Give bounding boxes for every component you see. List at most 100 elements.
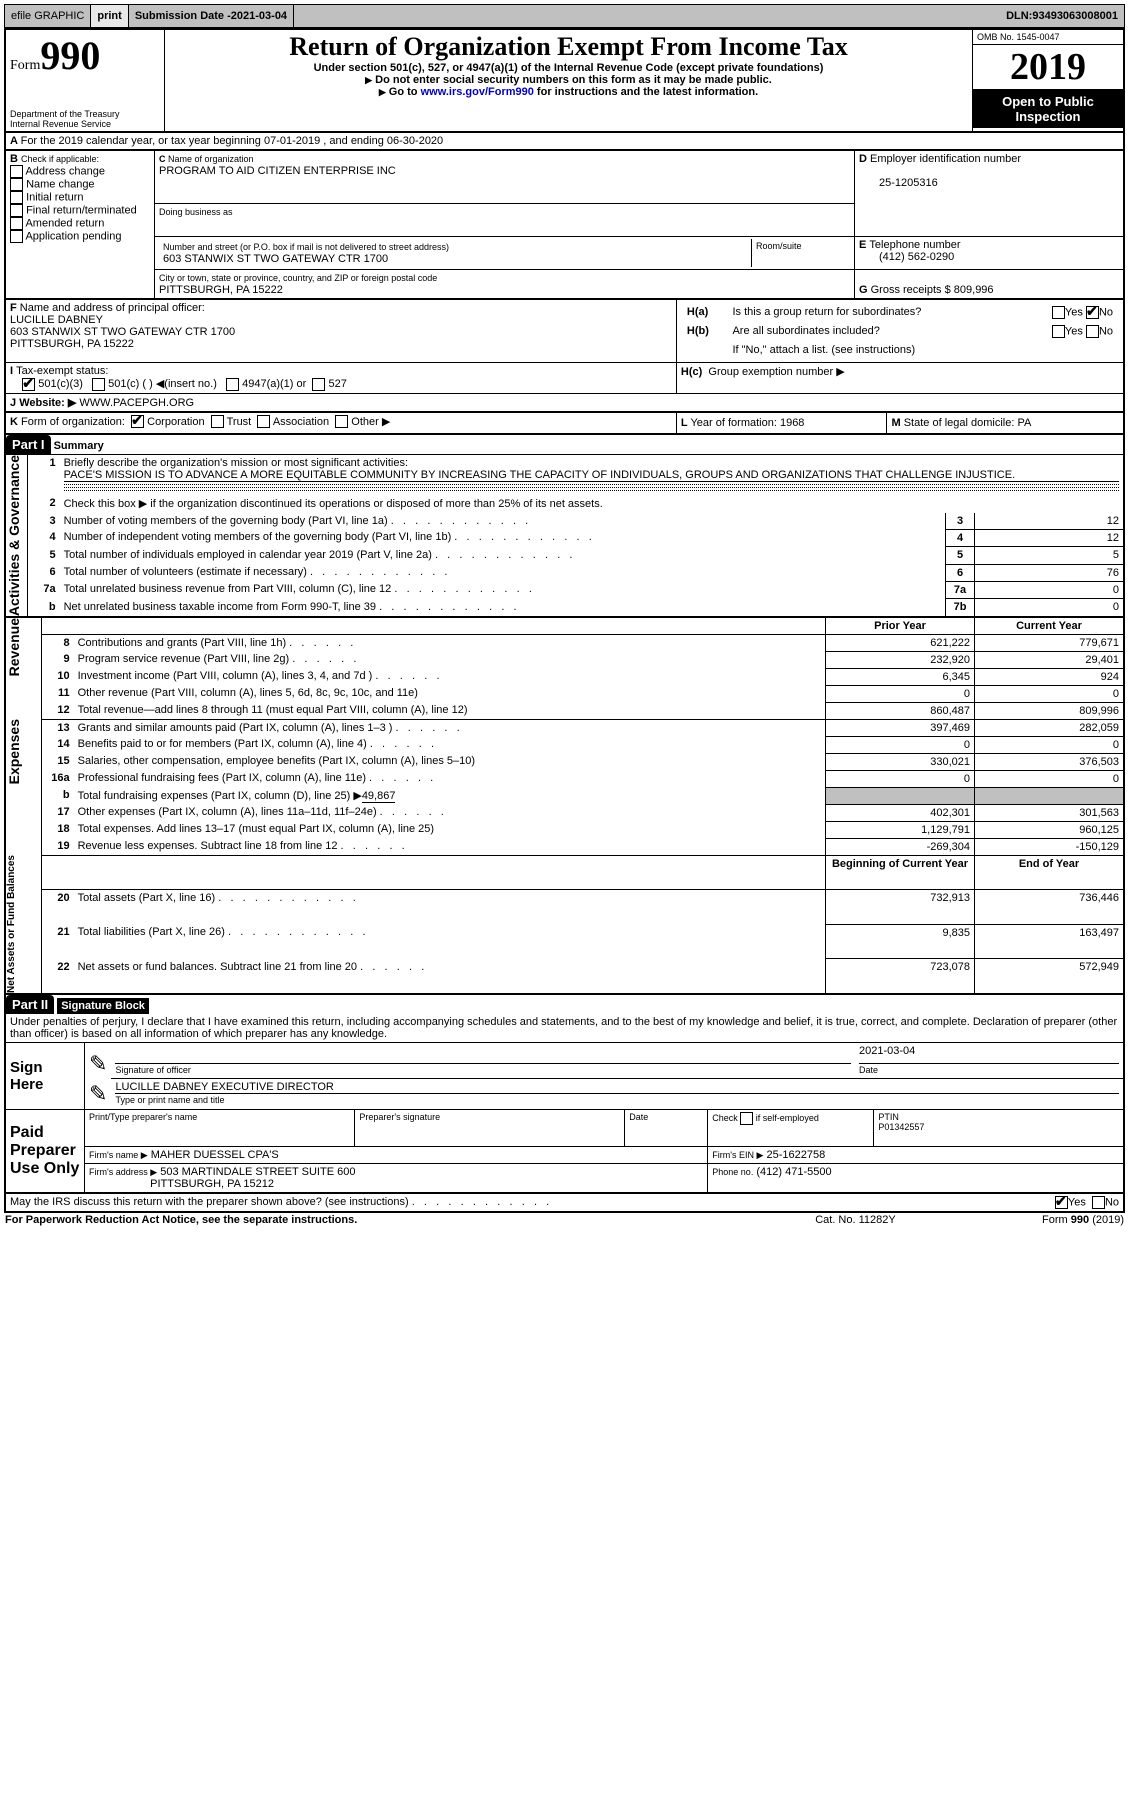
gov-row-3: Number of voting members of the governin… — [60, 513, 946, 530]
k-assoc[interactable]: Association — [273, 416, 329, 428]
line-1: Briefly describe the organization's miss… — [60, 454, 1124, 495]
exp-15: Salaries, other compensation, employee b… — [74, 753, 826, 770]
k-corp[interactable]: Corporation — [147, 416, 204, 428]
part2-title: Signature Block — [57, 998, 149, 1014]
gov-val-3: 12 — [975, 513, 1125, 530]
omb-number: OMB No. 1545-0047 — [973, 30, 1123, 45]
gross-label: Gross receipts $ — [871, 284, 951, 296]
footer-cat: Cat. No. 11282Y — [767, 1213, 945, 1227]
efile-label: efile GRAPHIC — [5, 5, 91, 27]
street-label: Number and street (or P.O. box if mail i… — [163, 242, 449, 252]
officer-name: LUCILLE DABNEY — [10, 314, 103, 326]
room-label: Room/suite — [752, 239, 851, 267]
line-2: Check this box ▶ if the organization dis… — [60, 495, 1124, 512]
col-bcy: Beginning of Current Year — [826, 855, 975, 890]
irs-label: Internal Revenue Service — [10, 119, 160, 129]
exp-14: Benefits paid to or for members (Part IX… — [74, 736, 826, 753]
subtitle-3: Go to www.irs.gov/Form990 for instructio… — [169, 86, 968, 98]
exp-16b: Total fundraising expenses (Part IX, col… — [74, 787, 826, 804]
sign-here: Sign Here — [10, 1059, 43, 1093]
city-label: City or town, state or province, country… — [159, 273, 437, 283]
firm-phone-label: Phone no. — [712, 1167, 753, 1177]
cb-amended[interactable]: Amended return — [25, 217, 104, 229]
phone-label: Telephone number — [869, 239, 960, 251]
firm-name-label: Firm's name ▶ — [89, 1150, 148, 1160]
tax-year: 2019 — [973, 45, 1123, 90]
dln: DLN: 93493063008001 — [1000, 5, 1124, 27]
street-value: 603 STANWIX ST TWO GATEWAY CTR 1700 — [163, 253, 388, 265]
line-a: A For the 2019 calendar year, or tax yea… — [5, 133, 1124, 150]
h-a: Is this a group return for subordinates? — [728, 304, 1014, 321]
firm-addr-label: Firm's address ▶ — [89, 1167, 157, 1177]
rev-12: Total revenue—add lines 8 through 11 (mu… — [74, 702, 826, 719]
te-501c3[interactable]: 501(c)(3) — [38, 378, 83, 390]
cb-final-return[interactable]: Final return/terminated — [26, 204, 137, 216]
officer-typed: LUCILLE DABNEY EXECUTIVE DIRECTOR — [115, 1081, 1119, 1094]
gov-row-7b: Net unrelated business taxable income fr… — [60, 599, 946, 617]
firm-ein-label: Firm's EIN ▶ — [712, 1150, 763, 1160]
side-net: Net Assets or Fund Balances — [6, 855, 24, 993]
side-expenses: Expenses — [6, 719, 24, 784]
officer-city: PITTSBURGH, PA 15222 — [10, 338, 134, 350]
pen-icon: ✎ — [85, 1079, 112, 1110]
subtitle-2: Do not enter social security numbers on … — [169, 74, 968, 86]
firm-phone: (412) 471-5500 — [756, 1166, 831, 1178]
org-name: PROGRAM TO AID CITIZEN ENTERPRISE INC — [159, 165, 396, 177]
website-value[interactable]: WWW.PACEPGH.ORG — [79, 397, 194, 409]
state-label: State of legal domicile: — [904, 417, 1015, 429]
dept-treasury: Department of the Treasury — [10, 109, 160, 119]
officer-addr: 603 STANWIX ST TWO GATEWAY CTR 1700 — [10, 326, 235, 338]
form-org-label: Form of organization: — [21, 416, 125, 428]
rev-11: Other revenue (Part VIII, column (A), li… — [74, 685, 826, 702]
sig-date-label: Date — [859, 1065, 878, 1075]
cb-name-change[interactable]: Name change — [26, 178, 95, 190]
gov-row-4: Number of independent voting members of … — [60, 529, 946, 546]
gov-val-7a: 0 — [975, 581, 1125, 598]
rev-10: Investment income (Part VIII, column (A)… — [74, 668, 826, 685]
te-527[interactable]: 527 — [329, 378, 347, 390]
ptin-label: PTIN — [878, 1112, 899, 1122]
city-value: PITTSBURGH, PA 15222 — [159, 284, 283, 296]
gov-val-6: 76 — [975, 564, 1125, 581]
exp-13: Grants and similar amounts paid (Part IX… — [74, 719, 826, 736]
irs-link[interactable]: www.irs.gov/Form990 — [421, 86, 534, 98]
cb-initial-return[interactable]: Initial return — [26, 191, 83, 203]
hb-yesno[interactable]: Yes No — [1017, 323, 1117, 340]
type-name-label: Type or print name and title — [115, 1095, 224, 1105]
box-b-label: Check if applicable: — [21, 154, 99, 164]
cb-address-change[interactable]: Address change — [25, 165, 105, 177]
te-4947[interactable]: 4947(a)(1) or — [242, 378, 306, 390]
top-toolbar: efile GRAPHIC print Submission Date - 20… — [4, 4, 1125, 28]
dba-label: Doing business as — [159, 207, 233, 217]
form-number: Form990 — [10, 32, 160, 79]
form-title: Return of Organization Exempt From Incom… — [169, 32, 968, 62]
te-501c[interactable]: 501(c) ( ) ◀(insert no.) — [108, 378, 217, 390]
subtitle-1: Under section 501(c), 527, or 4947(a)(1)… — [169, 62, 968, 74]
ein-label: Employer identification number — [870, 153, 1021, 165]
h-c: Group exemption number ▶ — [708, 366, 844, 378]
k-trust[interactable]: Trust — [227, 416, 252, 428]
footer-pra: For Paperwork Reduction Act Notice, see … — [5, 1214, 357, 1226]
self-employed-check[interactable]: Check if self-employed — [708, 1110, 874, 1147]
ha-yesno[interactable]: Yes No — [1017, 304, 1117, 321]
col-current-year: Current Year — [975, 618, 1125, 635]
discuss-yesno[interactable]: Yes No — [975, 1194, 1124, 1212]
exp-19: Revenue less expenses. Subtract line 18 … — [74, 838, 826, 855]
gov-row-6: Total number of volunteers (estimate if … — [60, 564, 946, 581]
officer-label: Name and address of principal officer: — [20, 302, 205, 314]
gov-val-7b: 0 — [975, 599, 1125, 617]
col-eoy: End of Year — [975, 855, 1125, 890]
identity-block: B Check if applicable: Address change Na… — [4, 151, 1125, 300]
state-value: PA — [1017, 417, 1031, 429]
footer-form: Form 990 (2019) — [944, 1213, 1125, 1227]
exp-16a: Professional fundraising fees (Part IX, … — [74, 770, 826, 787]
website-label: Website: ▶ — [19, 397, 76, 409]
print-button[interactable]: print — [91, 5, 128, 27]
k-other[interactable]: Other ▶ — [351, 416, 390, 428]
sig-officer-label: Signature of officer — [115, 1065, 190, 1075]
gov-row-7a: Total unrelated business revenue from Pa… — [60, 581, 946, 598]
org-name-label: Name of organization — [168, 154, 254, 164]
cb-app-pending[interactable]: Application pending — [25, 230, 121, 242]
col-prior-year: Prior Year — [826, 618, 975, 635]
phone-value: (412) 562-0290 — [859, 251, 954, 263]
